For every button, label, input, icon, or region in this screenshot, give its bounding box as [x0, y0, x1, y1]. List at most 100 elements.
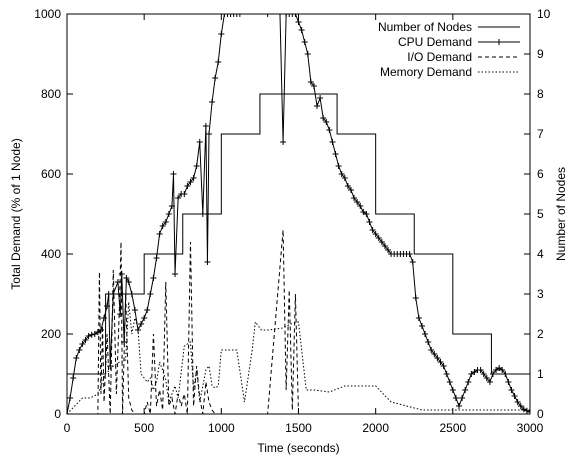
series-cpu-demand-point: [314, 103, 321, 109]
y-right-tick-label: 2: [537, 327, 544, 341]
series-cpu-demand-point: [412, 295, 419, 301]
series-cpu-demand-point: [175, 195, 182, 201]
legend-label-i-o-demand: I/O Demand: [407, 50, 472, 64]
series-cpu-demand-point: [215, 59, 222, 65]
series-cpu-demand-point: [168, 203, 175, 209]
series-cpu-demand-point: [335, 163, 342, 169]
series-cpu-demand-point: [354, 199, 361, 205]
series-cpu-demand-point: [323, 119, 330, 125]
series-cpu-demand-point: [280, 139, 287, 145]
series-cpu-demand-point: [440, 363, 447, 369]
series-cpu-demand-point: [224, 14, 231, 17]
series-cpu-demand-point: [428, 347, 435, 353]
series-cpu-demand-point: [338, 171, 345, 177]
series-cpu-demand-point: [471, 369, 478, 375]
x-tick-label: 1500: [285, 421, 312, 435]
series-cpu-demand-point: [456, 403, 463, 409]
x-tick-label: 2500: [439, 421, 466, 435]
series-cpu-demand-point: [483, 375, 490, 381]
series-cpu-demand-point: [128, 291, 135, 297]
y-right-tick-label: 4: [537, 247, 544, 261]
series-cpu-demand-point: [431, 351, 438, 357]
y-right-tick-label: 3: [537, 287, 544, 301]
series-cpu-demand-point: [372, 231, 379, 237]
series-cpu-demand-point: [326, 127, 333, 133]
series-cpu-demand-point: [310, 83, 317, 89]
series-cpu-demand-point: [317, 95, 324, 101]
series-cpu-demand-point: [502, 371, 509, 377]
series-cpu-demand-point: [375, 235, 382, 241]
y-right-tick-label: 6: [537, 167, 544, 181]
legend-label-memory-demand: Memory Demand: [380, 65, 472, 79]
series-cpu-demand-point: [351, 195, 358, 201]
series-cpu-demand-point: [514, 399, 521, 405]
series-cpu-demand-point: [301, 39, 308, 45]
series-cpu-demand-point: [465, 379, 472, 385]
series-cpu-demand-point: [150, 275, 157, 281]
series-cpu-demand-point: [70, 375, 77, 381]
series-cpu-demand-point: [196, 139, 203, 145]
y-right-tick-label: 8: [537, 87, 544, 101]
series-cpu-demand-point: [443, 371, 450, 377]
series-cpu-demand-point: [520, 406, 527, 413]
series-cpu-demand-point: [320, 115, 327, 121]
series-cpu-demand-point: [344, 183, 351, 189]
y-left-tick-label: 200: [41, 327, 61, 341]
series-cpu-demand-point: [82, 337, 89, 343]
series-cpu-demand-point: [452, 395, 459, 401]
series-cpu-demand-point: [298, 27, 305, 33]
series-cpu-demand-point: [307, 79, 314, 85]
series-cpu-demand-point: [477, 367, 484, 373]
series-cpu-demand-point: [357, 203, 364, 209]
series-cpu-demand-point: [480, 371, 487, 377]
series-cpu-demand-point: [363, 211, 370, 217]
tick-layer: 0 500 1000 1500 2000 2500 30000200400600800100…: [34, 7, 550, 435]
y-right-tick-label: 5: [537, 207, 544, 221]
series-cpu-demand-point: [415, 315, 422, 321]
series-cpu-demand-point: [511, 393, 518, 399]
series-cpu-demand-point: [366, 219, 373, 225]
series-cpu-demand-point: [218, 31, 225, 37]
series-layer: [67, 14, 530, 414]
series-cpu-demand-point: [181, 191, 188, 197]
series-cpu-demand-point: [91, 331, 98, 337]
series-cpu-demand-line: [67, 14, 530, 414]
series-cpu-demand-point: [381, 243, 388, 249]
series-cpu-demand-point: [449, 387, 456, 393]
x-axis-label: Time (seconds): [257, 441, 339, 455]
series-cpu-demand-point: [517, 403, 524, 409]
series-memory-demand-line: [67, 301, 530, 414]
series-cpu-demand-point: [437, 359, 444, 365]
series-cpu-demand-point: [283, 14, 290, 17]
series-cpu-demand-point: [204, 259, 211, 265]
series-cpu-demand-point: [409, 259, 416, 265]
series-cpu-demand-point: [227, 14, 234, 17]
series-cpu-demand-point: [162, 219, 169, 225]
y-left-tick-label: 800: [41, 87, 61, 101]
series-cpu-demand-point: [190, 175, 197, 181]
series-cpu-demand-point: [360, 209, 367, 215]
series-cpu-demand-point: [369, 227, 376, 233]
series-cpu-demand-point: [289, 14, 296, 17]
series-i-o-demand-line: [67, 229, 530, 414]
series-cpu-demand-point: [117, 311, 124, 317]
series-cpu-demand-point: [295, 19, 302, 25]
series-cpu-demand-point: [184, 183, 191, 189]
series-cpu-demand-point: [292, 14, 299, 17]
series-cpu-demand-point: [209, 99, 216, 105]
series-cpu-demand-point: [233, 14, 240, 17]
series-cpu-demand-point: [462, 387, 469, 393]
series-cpu-demand-point: [422, 331, 429, 337]
series-cpu-demand-point: [329, 139, 336, 145]
series-cpu-demand-point: [125, 279, 132, 285]
series-cpu-demand-point: [101, 315, 108, 321]
series-cpu-demand-point: [170, 171, 177, 177]
series-cpu-demand-point: [199, 211, 206, 217]
legend-label-number-of-nodes: Number of Nodes: [378, 20, 472, 34]
series-cpu-demand-point: [230, 14, 237, 17]
y-right-tick-label: 1: [537, 367, 544, 381]
y-right-tick-label: 0: [537, 407, 544, 421]
series-cpu-demand-point: [385, 247, 392, 253]
y-right-tick-label: 9: [537, 47, 544, 61]
series-cpu-demand-point: [468, 371, 475, 377]
